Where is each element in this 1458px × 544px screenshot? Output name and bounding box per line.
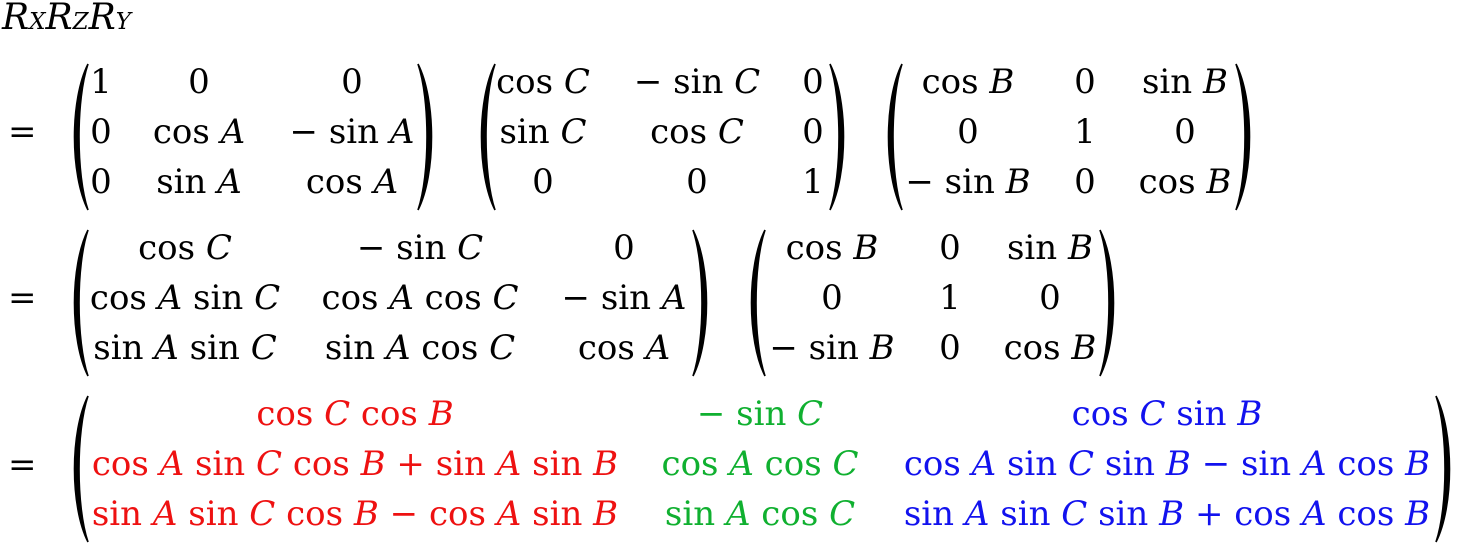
matrix-line2-m2-cell-r1c3: sin B (1006, 228, 1094, 268)
matrix-line2-m2-cell-r1c1: cos B (785, 228, 879, 268)
matrix-line1-m2-cell-r3c3: 1 (802, 162, 824, 202)
matrix-line2-m2-cell-r3c3: cos B (1003, 328, 1097, 368)
matrix-line1-m3-cell-r3c3: cos B (1138, 162, 1232, 202)
matrix-line3-m1-cell-r3c3: sin A sin C sin B + cos A cos B (903, 494, 1431, 534)
matrix-line1-m2-cell-r3c2: 0 (686, 162, 708, 202)
matrix-line2-m1-right-paren (692, 229, 708, 377)
matrix-line1-m3-cell-r3c1: − sin B (905, 162, 1031, 202)
matrix-line2-m2-cell-r2c1: 0 (821, 278, 843, 318)
matrix-line1-m1-cell-r2c3: − sin A (289, 112, 415, 152)
matrix-line1-m1-cell-r3c2: sin A (156, 162, 242, 202)
matrix-line1-m1-left-paren (73, 63, 89, 211)
matrix-line1-m1-right-paren (417, 63, 433, 211)
matrix-line3-m1-cell-r2c3: cos A sin C sin B − sin A cos B (903, 444, 1431, 484)
matrix-line3-m1-cell-r2c1: cos A sin C cos B + sin A sin B (91, 444, 619, 484)
matrix-line1-m3-cell-r3c2: 0 (1074, 162, 1096, 202)
matrix-line1-m1-cell-r1c3: 0 (341, 62, 363, 102)
matrix-line2-m1-cell-r2c2: cos A cos C (321, 278, 519, 318)
matrix-line3-m1-cell-r2c2: cos A cos C (661, 444, 859, 484)
matrix-line1-m2-cell-r1c2: − sin C (633, 62, 761, 102)
equals-sign-3: = (8, 445, 37, 485)
matrix-line2-m2-cell-r2c3: 0 (1039, 278, 1061, 318)
matrix-line1-m1-cell-r3c1: 0 (90, 162, 112, 202)
matrix-line3-m1-left-paren (73, 395, 89, 543)
matrix-line1-m2-cell-r2c3: 0 (802, 112, 824, 152)
matrix-line2-m2-cell-r2c2: 1 (939, 278, 961, 318)
matrix-line1-m3-cell-r1c3: sin B (1141, 62, 1229, 102)
matrix-line2-m2-cell-r3c2: 0 (939, 328, 961, 368)
matrix-line3-m1-cell-r1c3: cos C sin B (1071, 394, 1263, 434)
matrix-line1-m3-cell-r2c1: 0 (957, 112, 979, 152)
matrix-line3-m1-cell-r1c1: cos C cos B (256, 394, 454, 434)
title-sub-y: Y (115, 9, 131, 35)
matrix-line2-m1-cell-r1c3: 0 (613, 228, 635, 268)
matrix-line3-m1-cell-r1c2: − sin C (696, 394, 824, 434)
matrix-line1-m3-cell-r2c2: 1 (1074, 112, 1096, 152)
matrix-line2-m2-left-paren (750, 229, 766, 377)
matrix-line2-m1-cell-r3c3: cos A (577, 328, 671, 368)
title-r-x: R (2, 0, 30, 38)
matrix-line1-m3-cell-r2c3: 0 (1174, 112, 1196, 152)
matrix-line2-m1-cell-r3c2: sin A cos C (324, 328, 516, 368)
matrix-line1-m2-cell-r1c3: 0 (802, 62, 824, 102)
matrix-line1-m2-cell-r2c1: sin C (499, 112, 587, 152)
matrix-line1-m3-cell-r1c2: 0 (1074, 62, 1096, 102)
matrix-line1-m1-cell-r1c2: 0 (188, 62, 210, 102)
matrix-line1-m1-cell-r2c1: 0 (90, 112, 112, 152)
matrix-line1-m1-cell-r2c2: cos A (152, 112, 246, 152)
matrix-line1-m2-cell-r2c2: cos C (650, 112, 744, 152)
matrix-line2-m2-right-paren (1099, 229, 1115, 377)
matrix-line2-m1-left-paren (73, 229, 89, 377)
matrix-line3-m1-right-paren (1435, 395, 1451, 543)
matrix-line3-m1-cell-r3c1: sin A sin C cos B − cos A sin B (91, 494, 619, 534)
product-title: RXRZRY (2, 0, 131, 42)
matrix-line2-m1-cell-r2c1: cos A sin C (89, 278, 281, 318)
matrix-line2-m2-cell-r1c2: 0 (939, 228, 961, 268)
equals-sign-1: = (8, 112, 37, 152)
matrix-line1-m3-left-paren (887, 63, 903, 211)
matrix-line1-m3-right-paren (1235, 63, 1251, 211)
matrix-line2-m1-cell-r1c1: cos C (138, 228, 232, 268)
matrix-line1-m2-right-paren (829, 63, 845, 211)
matrix-line1-m2-cell-r1c1: cos C (496, 62, 590, 102)
title-r-z: R (45, 0, 73, 38)
matrix-line2-m2-cell-r3c1: − sin B (769, 328, 895, 368)
matrix-line3-m1-cell-r3c2: sin A cos C (664, 494, 856, 534)
title-sub-x: X (29, 9, 46, 35)
title-r-y: R (88, 0, 116, 38)
matrix-line1-m1-cell-r3c3: cos A (305, 162, 399, 202)
matrix-line1-m2-left-paren (480, 63, 496, 211)
matrix-line2-m1-cell-r1c2: − sin C (356, 228, 484, 268)
matrix-line1-m2-cell-r3c1: 0 (532, 162, 554, 202)
matrix-line2-m1-cell-r3c1: sin A sin C (93, 328, 277, 368)
equals-sign-2: = (8, 278, 37, 318)
matrix-line2-m1-cell-r2c3: − sin A (561, 278, 687, 318)
title-sub-z: Z (72, 9, 89, 35)
matrix-line1-m1-cell-r1c1: 1 (90, 62, 112, 102)
matrix-line1-m3-cell-r1c1: cos B (921, 62, 1015, 102)
